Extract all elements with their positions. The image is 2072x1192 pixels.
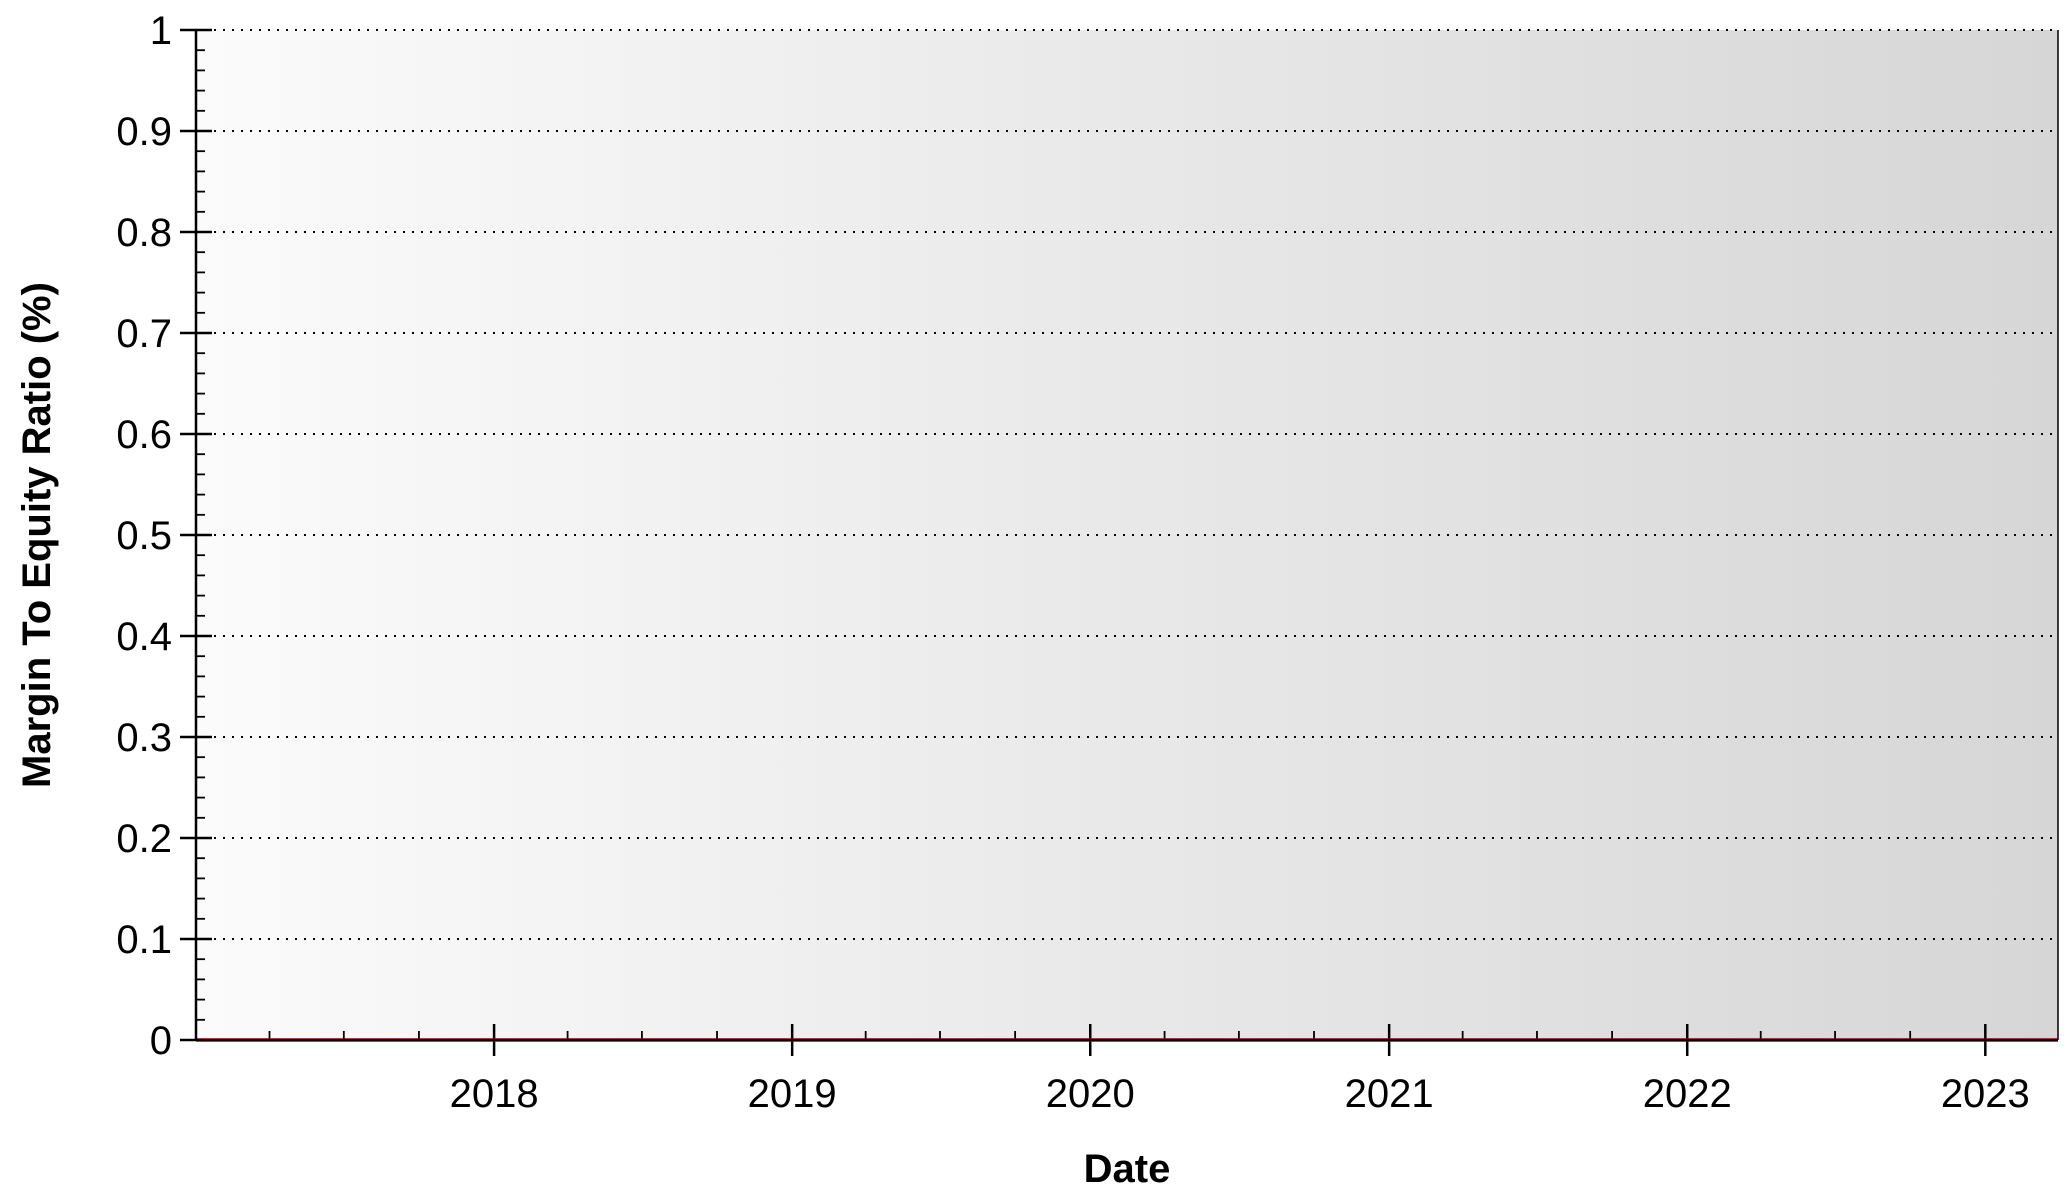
x-axis-label: Date	[1084, 1147, 1171, 1191]
y-tick-label: 0.9	[116, 110, 172, 154]
y-tick-label: 0.7	[116, 312, 172, 356]
y-tick-label: 0.4	[116, 615, 172, 659]
x-tick-label: 2023	[1941, 1072, 2030, 1116]
y-tick-label: 0.8	[116, 211, 172, 255]
x-tick-label: 2022	[1643, 1072, 1732, 1116]
y-tick-label: 0.5	[116, 514, 172, 558]
y-axis-label: Margin To Equity Ratio (%)	[15, 282, 59, 788]
x-tick-label: 2018	[450, 1072, 539, 1116]
x-tick-label: 2021	[1345, 1072, 1434, 1116]
y-tick-label: 0.1	[116, 918, 172, 962]
x-axis-tick-labels: 2018 2019 2020 2021 2022 2023	[450, 1072, 2030, 1116]
x-tick-label: 2020	[1046, 1072, 1135, 1116]
plot-area	[196, 30, 2058, 1040]
y-tick-label: 0.2	[116, 817, 172, 861]
y-axis-tick-labels: 0 0.1 0.2 0.3 0.4 0.5 0.6 0.7 0.8 0.9 1	[116, 9, 172, 1063]
x-tick-label: 2019	[748, 1072, 837, 1116]
y-tick-label: 0.3	[116, 716, 172, 760]
y-tick-label: 1	[150, 9, 172, 53]
y-tick-label: 0	[150, 1019, 172, 1063]
y-tick-label: 0.6	[116, 413, 172, 457]
